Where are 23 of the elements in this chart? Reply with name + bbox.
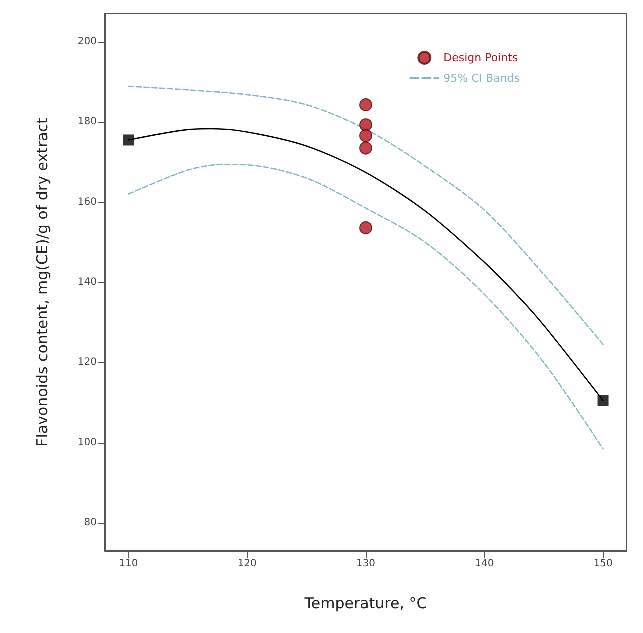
x-tick-label: 140 (475, 558, 494, 570)
y-tick-label: 120 (78, 357, 97, 368)
point (360, 98, 372, 112)
y-tick-label: 140 (78, 277, 97, 288)
point (360, 222, 372, 234)
legend-label: 95% CI Bands (444, 72, 520, 85)
y-tick-label: 160 (78, 196, 97, 208)
y-tick-label: 180 (78, 116, 97, 128)
x-tick-label: 110 (119, 558, 138, 570)
y-tick-label: 200 (78, 36, 97, 48)
y-axis-title: Flavonoids content, mg(CE)/g of dry extract (34, 118, 52, 447)
point (360, 142, 372, 155)
y-tick-label: 100 (78, 437, 97, 448)
x-axis-title: Temperature, °C (304, 594, 428, 612)
point (360, 118, 372, 132)
point (598, 395, 609, 406)
legend-label: Design Points (444, 52, 518, 64)
x-tick-label: 130 (356, 558, 376, 570)
y-tick-label: 80 (84, 517, 97, 528)
x-tick-label: 150 (594, 558, 613, 570)
point (360, 129, 372, 142)
point (123, 134, 134, 146)
x-tick-label: 120 (238, 558, 257, 570)
